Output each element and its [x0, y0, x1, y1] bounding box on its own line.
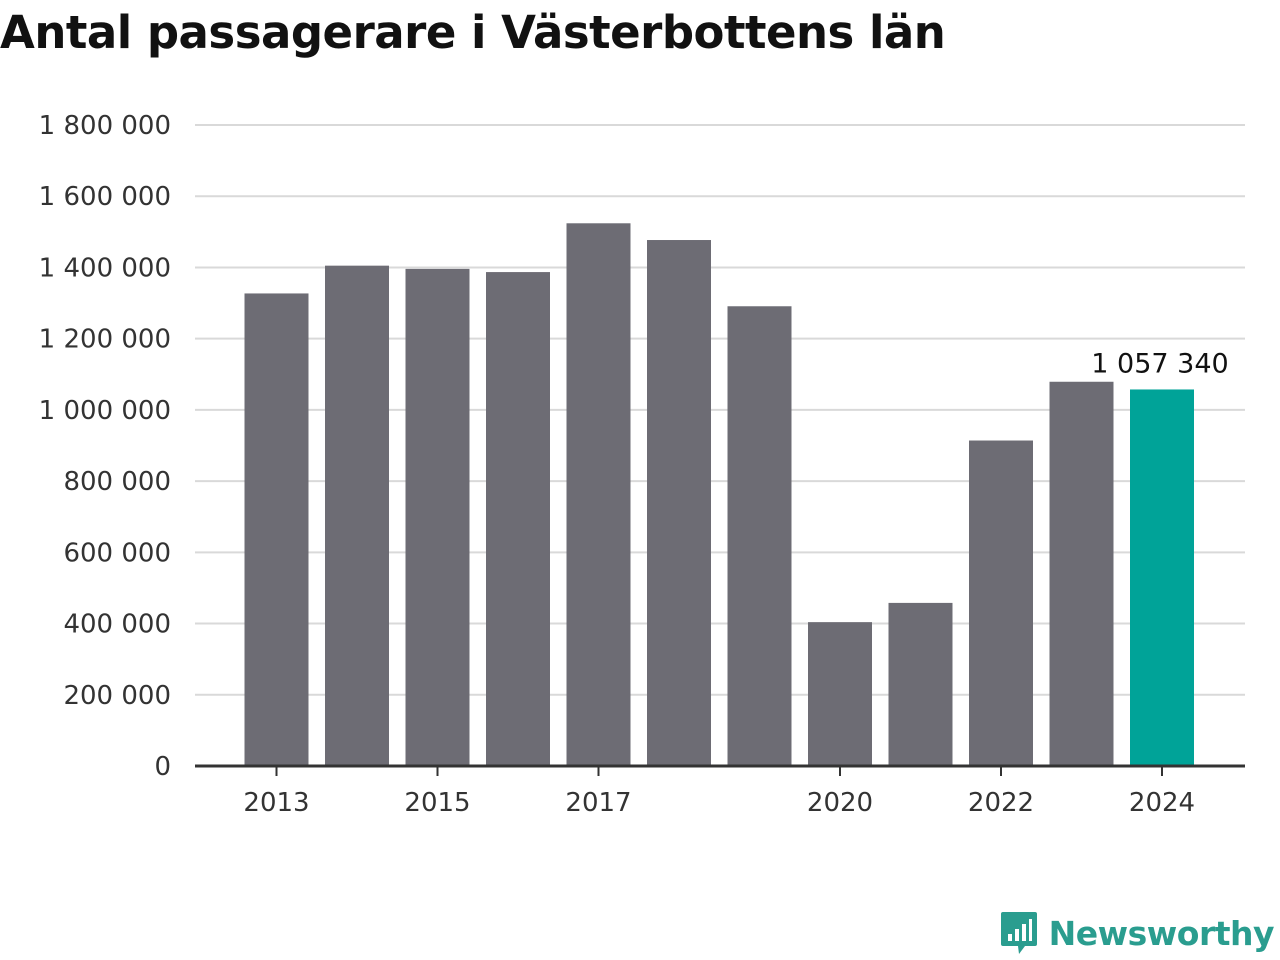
- bar-2021: [888, 602, 953, 766]
- x-tick-label: 2024: [1129, 788, 1195, 818]
- y-tick-label: 400 000: [63, 610, 171, 640]
- y-tick-label: 1 000 000: [39, 396, 171, 426]
- y-tick-label: 1 200 000: [39, 325, 171, 355]
- newsworthy-logo: Newsworthy: [999, 910, 1275, 956]
- x-tick-label: 2013: [243, 788, 309, 818]
- bar-chart-speech-bubble-icon: [1000, 912, 1037, 954]
- bar-2019: [727, 306, 792, 766]
- bar-2018: [647, 240, 711, 766]
- x-tick-label: 2022: [968, 788, 1034, 818]
- y-tick-label: 1 600 000: [39, 182, 171, 212]
- y-axis-tick-labels: 0 200 000 400 000 600 000 800 000 1 000 000 1 …: [39, 111, 171, 782]
- bar-2015: [405, 268, 470, 766]
- y-tick-label: 800 000: [63, 467, 171, 497]
- x-axis-tick-labels: 2013 2015 2017 2020 2022 2024: [243, 766, 1195, 818]
- data-labels: 1 057 340: [1091, 348, 1228, 379]
- y-tick-label: 600 000: [63, 538, 171, 568]
- bar-2023: [1049, 381, 1114, 766]
- y-tick-label: 1 400 000: [39, 253, 171, 283]
- data-label-2024: 1 057 340: [1091, 348, 1228, 379]
- bar-2014: [325, 265, 389, 766]
- x-tick-label: 2017: [565, 788, 631, 818]
- brand-name: Newsworthy: [1048, 913, 1275, 953]
- bar-2017: [566, 223, 631, 766]
- bars: [244, 223, 1194, 766]
- y-tick-label: 200 000: [63, 681, 171, 711]
- y-tick-label: 1 800 000: [39, 111, 171, 141]
- bar-chart: 0 200 000 400 000 600 000 800 000 1 000 000 1 …: [39, 111, 1245, 818]
- bar-2013: [244, 293, 309, 766]
- bar-2020: [808, 622, 872, 766]
- x-tick-label: 2020: [807, 788, 873, 818]
- y-tick-label: 0: [154, 752, 171, 782]
- chart-title: Antal passagerare i Västerbottens län: [0, 6, 946, 59]
- bar-2022: [969, 440, 1033, 766]
- bar-2016: [486, 272, 550, 766]
- bar-2024: [1130, 389, 1194, 766]
- x-tick-label: 2015: [404, 788, 470, 818]
